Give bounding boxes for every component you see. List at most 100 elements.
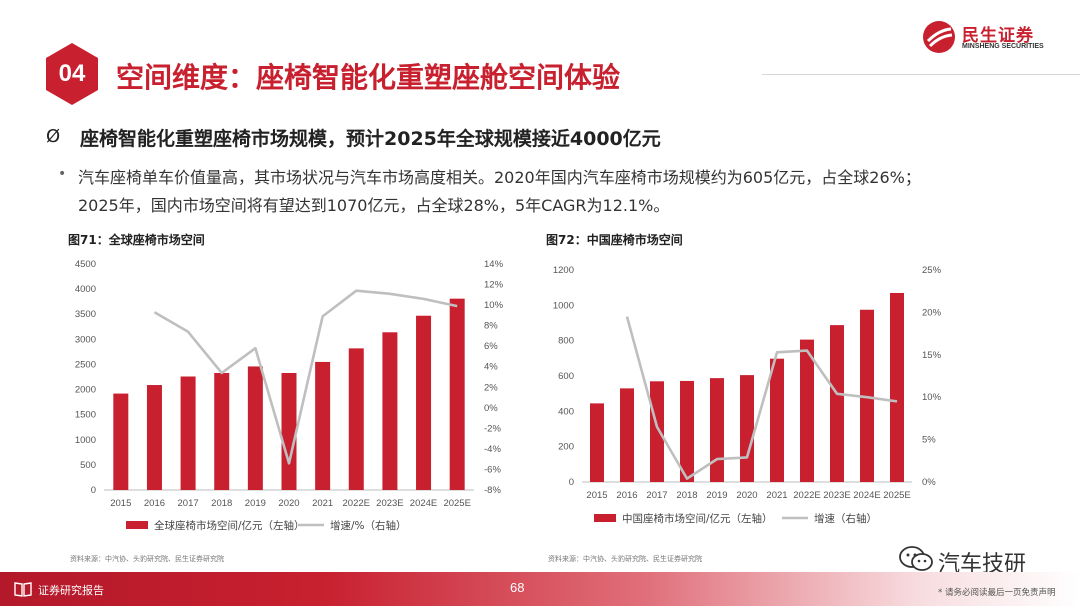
x-axis-tick: 2022E: [793, 490, 820, 501]
footer-bar: 证券研究报告 68 * 请务必阅读最后一页免责声明: [0, 572, 1080, 606]
right-axis-tick: -4%: [484, 444, 501, 455]
left-axis-tick: 4000: [75, 284, 96, 295]
bar: [710, 378, 724, 482]
global-seat-market-chart: 0 500 1000 1500 2000 2500 3000 3500 4000 4500 -8% -…: [56, 252, 520, 552]
chart-1-source: 资料来源：中汽协、头豹研究院、民生证券研究院: [70, 555, 224, 563]
china-seat-market-chart: 0 200 400 600 800 1000 1200 0% 5% 10% 15% 20% 25% 201…: [540, 252, 980, 552]
left-axis-tick: 1000: [553, 300, 574, 311]
x-axis-tick: 2023E: [376, 498, 403, 509]
x-axis-tick: 2018: [211, 498, 232, 509]
right-axis-tick: 25%: [922, 265, 942, 276]
right-axis-tick: 12%: [484, 280, 504, 291]
bar: [740, 375, 754, 482]
growth-rate-line: [625, 316, 898, 480]
chart-1-title: 图71：全球座椅市场空间: [68, 233, 205, 247]
wechat-watermark: 汽车技研: [898, 545, 1078, 577]
paragraph-line: 汽车座椅单车价值量高，其市场状况与汽车市场高度相关。2020年国内汽车座椅市场规…: [78, 168, 921, 187]
right-axis-tick: 15%: [922, 350, 942, 361]
x-axis-tick: 2015: [110, 498, 131, 509]
legend-bar-swatch: [594, 514, 616, 522]
x-axis-tick: 2022E: [343, 498, 370, 509]
x-axis-tick: 2016: [144, 498, 165, 509]
minsheng-logo-icon: [923, 21, 955, 53]
title-divider: [762, 74, 1080, 75]
x-axis-tick: 2019: [706, 490, 727, 501]
right-axis-tick: 8%: [484, 321, 498, 332]
right-axis-tick: 14%: [484, 259, 504, 270]
left-axis-tick: 3000: [75, 334, 96, 345]
bar: [590, 403, 604, 482]
left-axis-tick: 1500: [75, 410, 96, 421]
section-badge: 04: [44, 42, 100, 106]
left-axis-tick: 1200: [553, 265, 574, 276]
right-axis-tick: 5%: [922, 435, 936, 446]
x-axis-tick: 2020: [278, 498, 299, 509]
left-axis-tick: 1000: [75, 435, 96, 446]
left-axis-tick: 0: [91, 485, 96, 496]
right-axis-tick: 4%: [484, 362, 498, 373]
bar: [650, 381, 664, 482]
section-heading: 座椅智能化重塑座椅市场规模，预计2025年全球规模接近4000亿元: [80, 128, 661, 150]
chart-2-source: 资料来源：中汽协、头豹研究院、民生证券研究院: [548, 555, 702, 563]
right-axis-tick: 20%: [922, 307, 942, 318]
legend-bar-label: 中国座椅市场空间/亿元（左轴）: [622, 512, 773, 525]
footer-label: 证券研究报告: [38, 584, 104, 597]
bar: [214, 372, 230, 490]
x-axis-tick: 2025E: [883, 490, 910, 501]
section-number: 04: [58, 60, 86, 87]
x-axis-tick: 2025E: [443, 498, 470, 509]
legend-bar-label: 全球座椅市场空间/亿元（左轴）: [154, 519, 305, 532]
x-axis-tick: 2018: [676, 490, 697, 501]
brand-name-cn: 民生证券: [962, 26, 1034, 46]
x-axis-tick: 2017: [178, 498, 199, 509]
x-axis-tick: 2020: [736, 490, 757, 501]
x-axis-tick: 2016: [616, 490, 637, 501]
bar: [800, 339, 814, 482]
chart-2-title: 图72：中国座椅市场空间: [546, 233, 683, 247]
right-axis-tick: 2%: [484, 382, 498, 393]
x-axis-tick: 2024E: [410, 498, 437, 509]
left-axis-tick: 0: [569, 477, 574, 488]
body-paragraph: 汽车座椅单车价值量高，其市场状况与汽车市场高度相关。2020年国内汽车座椅市场规…: [78, 164, 1058, 220]
brand-name-en: MINSHENG SECURITIES: [962, 43, 1044, 50]
left-axis-tick: 500: [80, 460, 96, 471]
left-axis-tick: 800: [558, 336, 574, 347]
bar: [281, 372, 297, 490]
paragraph-line: 2025年，国内市场空间将有望达到1070亿元，占全球28%，5年CAGR为12…: [78, 196, 670, 215]
bar: [890, 292, 904, 482]
legend-line-label: 增速（右轴）: [814, 512, 877, 525]
bar: [416, 315, 432, 490]
x-axis-tick: 2017: [646, 490, 667, 501]
bar: [770, 358, 784, 482]
page-number: 68: [510, 580, 525, 595]
x-axis-tick: 2021: [312, 498, 333, 509]
left-axis-tick: 2000: [75, 385, 96, 396]
disclaimer-text: * 请务必阅读最后一页免责声明: [938, 588, 1056, 598]
bar: [315, 361, 331, 490]
bar: [830, 325, 844, 482]
bullet-icon: •: [58, 166, 67, 182]
bar: [680, 380, 694, 482]
x-axis-tick: 2021: [766, 490, 787, 501]
heading-marker: Ø: [46, 126, 61, 147]
bar: [180, 376, 196, 490]
bar: [860, 309, 874, 482]
bar: [348, 348, 364, 490]
right-axis-tick: 10%: [484, 300, 504, 311]
hexagon-badge-shape: [46, 43, 98, 105]
left-axis-tick: 200: [558, 442, 574, 453]
bar: [382, 332, 398, 490]
right-axis-tick: 0%: [922, 477, 936, 488]
x-axis-tick: 2019: [245, 498, 266, 509]
legend-bar-swatch: [126, 521, 148, 529]
page-title: 空间维度：座椅智能化重塑座舱空间体验: [116, 61, 621, 94]
bar: [146, 385, 162, 490]
x-axis-tick: 2015: [586, 490, 607, 501]
bar: [449, 298, 465, 490]
brand-logo: 民生证券 MINSHENG SECURITIES: [922, 18, 1062, 58]
right-axis-tick: 0%: [484, 403, 498, 414]
left-axis-tick: 4500: [75, 259, 96, 270]
right-axis-tick: 10%: [922, 392, 942, 403]
right-axis-tick: -6%: [484, 464, 501, 475]
right-axis-tick: -8%: [484, 485, 501, 496]
